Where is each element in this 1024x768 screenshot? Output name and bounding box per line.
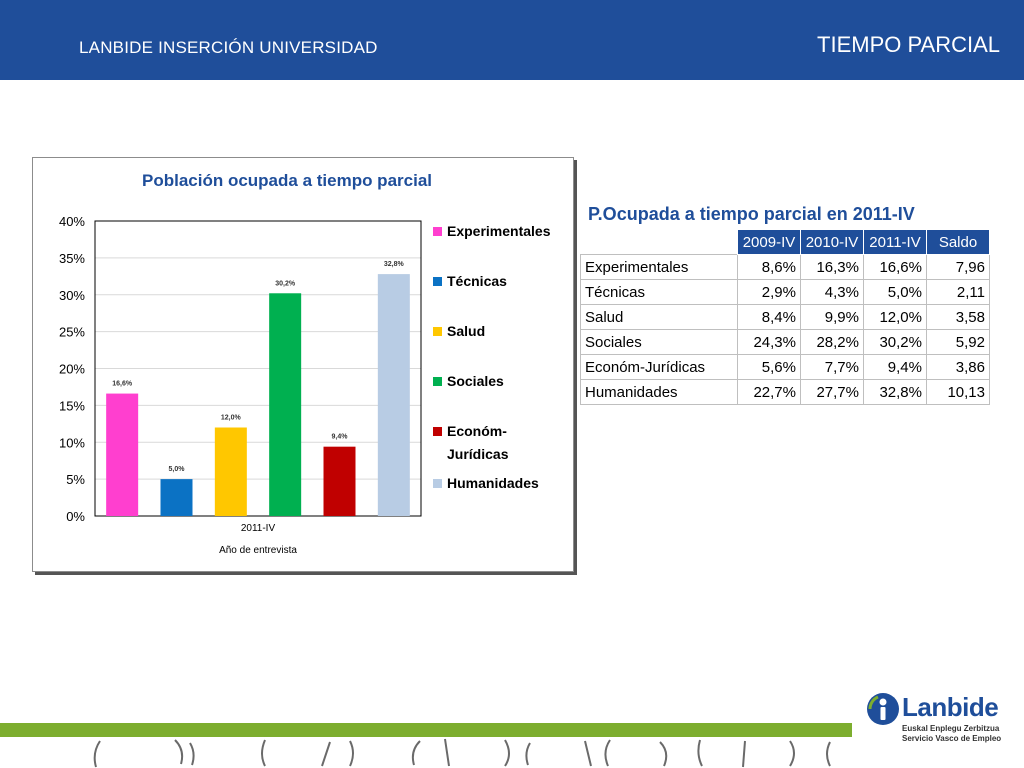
cell-saldo: 3,86 — [926, 354, 990, 380]
row-label: Técnicas — [580, 279, 738, 305]
data-label: 16,6% — [112, 381, 133, 388]
legend-swatch-4 — [433, 427, 442, 436]
logo-wordmark: Lanbide — [902, 692, 999, 722]
bar-4 — [323, 446, 356, 516]
col-header-saldo: Saldo — [926, 229, 990, 255]
table-row: Humanidades 22,7% 27,7% 32,8% 10,13 — [580, 379, 990, 405]
legend-label: Sociales — [447, 373, 504, 389]
bar-0 — [106, 393, 139, 516]
table-row: Técnicas 2,9% 4,3% 5,0% 2,11 — [580, 279, 990, 305]
plot-frame — [94, 220, 422, 517]
section-title: LANBIDE INSERCIÓN UNIVERSIDAD — [79, 38, 378, 57]
legend-label: Experimentales — [447, 223, 551, 239]
legend-label: Económ- — [447, 423, 507, 439]
cell-2011: 9,4% — [863, 354, 927, 380]
data-label: 12,0% — [221, 415, 242, 422]
y-tick-label: 10% — [59, 435, 85, 450]
cell-saldo: 7,96 — [926, 254, 990, 280]
footer-band — [0, 723, 852, 737]
cell-saldo: 2,11 — [926, 279, 990, 305]
table-row: Experimentales 8,6% 16,3% 16,6% 7,96 — [580, 254, 990, 280]
cell-2010: 28,2% — [800, 329, 864, 355]
chart-title: Población ocupada a tiempo parcial — [142, 171, 432, 190]
header-bar: LANBIDE INSERCIÓN UNIVERSIDAD TIEMPO PAR… — [0, 0, 1024, 80]
legend-swatch-2 — [433, 327, 442, 336]
table-row: Económ-Jurídicas 5,6% 7,7% 9,4% 3,86 — [580, 354, 990, 380]
cell-2009: 2,9% — [737, 279, 801, 305]
legend-swatch-3 — [433, 377, 442, 386]
cell-2010: 4,3% — [800, 279, 864, 305]
cell-2011: 5,0% — [863, 279, 927, 305]
footer-decoration — [93, 738, 831, 768]
cell-2009: 22,7% — [737, 379, 801, 405]
table-row: Salud 8,4% 9,9% 12,0% 3,58 — [580, 304, 990, 330]
logo-subtitle-es: Servicio Vasco de Empleo — [902, 734, 1002, 743]
legend-swatch-1 — [433, 277, 442, 286]
cell-2011: 16,6% — [863, 254, 927, 280]
data-label: 30,2% — [275, 280, 296, 287]
cell-saldo: 10,13 — [926, 379, 990, 405]
bar-1 — [160, 479, 193, 516]
y-tick-label: 15% — [59, 398, 85, 413]
cell-2010: 9,9% — [800, 304, 864, 330]
cell-2010: 16,3% — [800, 254, 864, 280]
legend-swatch-0 — [433, 227, 442, 236]
cell-2011: 30,2% — [863, 329, 927, 355]
y-tick-label: 40% — [59, 214, 85, 229]
data-label: 9,4% — [332, 434, 349, 441]
bar-5 — [377, 274, 410, 516]
bar-2 — [214, 427, 247, 516]
cell-2011: 32,8% — [863, 379, 927, 405]
lanbide-logo: Lanbide Euskal Enplegu Zerbitzua Servici… — [866, 690, 1016, 750]
row-label: Humanidades — [580, 379, 738, 405]
chart-panel: Población ocupada a tiempo parcial 0% 5% 10… — [32, 157, 574, 572]
row-label: Sociales — [580, 329, 738, 355]
table-title: P.Ocupada a tiempo parcial en 2011-IV — [588, 204, 915, 224]
table-row: Sociales 24,3% 28,2% 30,2% 5,92 — [580, 329, 990, 355]
legend-swatch-5 — [433, 479, 442, 488]
col-header-2009: 2009-IV — [737, 229, 801, 255]
cell-2009: 24,3% — [737, 329, 801, 355]
bar-chart: Población ocupada a tiempo parcial 0% 5% 10… — [59, 171, 551, 556]
y-tick-label: 20% — [59, 362, 85, 377]
cell-2009: 8,6% — [737, 254, 801, 280]
x-tick-label: 2011-IV — [241, 523, 276, 534]
logo-subtitle-eu: Euskal Enplegu Zerbitzua — [902, 724, 1000, 733]
table-header-row: 2009-IV 2010-IV 2011-IV Saldo — [581, 229, 990, 255]
cell-2009: 8,4% — [737, 304, 801, 330]
y-tick-label: 0% — [66, 509, 85, 524]
data-table: 2009-IV 2010-IV 2011-IV Saldo Experiment… — [580, 229, 990, 405]
legend-label: Humanidades — [447, 475, 539, 491]
lanbide-logo-icon — [867, 693, 899, 725]
y-tick-label: 30% — [59, 288, 85, 303]
legend-label: Técnicas — [447, 273, 507, 289]
col-header-2011: 2011-IV — [863, 229, 927, 255]
bar-3 — [269, 293, 302, 516]
cell-2010: 7,7% — [800, 354, 864, 380]
legend-label: Jurídicas — [447, 446, 509, 462]
col-header-2010: 2010-IV — [800, 229, 864, 255]
cell-2009: 5,6% — [737, 354, 801, 380]
cell-2011: 12,0% — [863, 304, 927, 330]
y-tick-label: 35% — [59, 251, 85, 266]
legend-label: Salud — [447, 323, 485, 339]
data-label: 32,8% — [384, 261, 405, 268]
row-label: Salud — [580, 304, 738, 330]
row-label: Económ-Jurídicas — [580, 354, 738, 380]
y-tick-label: 5% — [66, 472, 85, 487]
x-axis-label: Año de entrevista — [219, 545, 297, 556]
cell-saldo: 5,92 — [926, 329, 990, 355]
row-label: Experimentales — [580, 254, 738, 280]
slide-title: TIEMPO PARCIAL — [817, 32, 1000, 57]
y-tick-label: 25% — [59, 325, 85, 340]
data-label: 5,0% — [169, 466, 186, 473]
cell-2010: 27,7% — [800, 379, 864, 405]
table-header-blank — [581, 230, 738, 255]
cell-saldo: 3,58 — [926, 304, 990, 330]
